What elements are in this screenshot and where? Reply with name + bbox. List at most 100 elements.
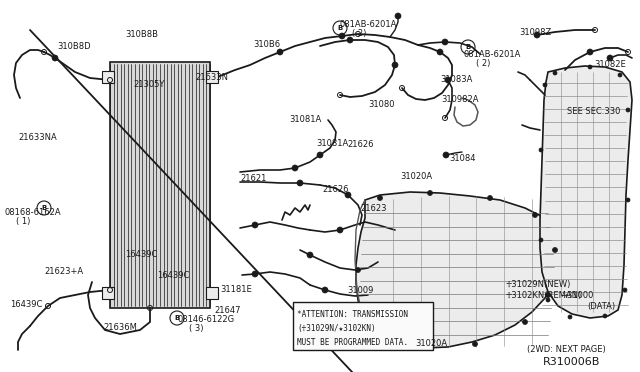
Circle shape: [607, 55, 613, 61]
Bar: [206, 287, 218, 299]
Circle shape: [395, 13, 401, 19]
Circle shape: [297, 180, 303, 186]
Text: 21623+A: 21623+A: [44, 267, 83, 276]
Text: B: B: [337, 25, 342, 31]
Text: ( 2): ( 2): [352, 29, 366, 38]
Text: 310B8D: 310B8D: [57, 42, 91, 51]
Bar: [293, 302, 433, 350]
Text: 310B8B: 310B8B: [125, 30, 158, 39]
Text: 31098Z: 31098Z: [519, 28, 551, 37]
Circle shape: [546, 298, 550, 302]
Text: 21636M: 21636M: [103, 323, 137, 332]
Circle shape: [488, 196, 493, 201]
Circle shape: [355, 267, 360, 273]
Circle shape: [618, 73, 622, 77]
Text: 310B6: 310B6: [253, 40, 280, 49]
Circle shape: [588, 65, 592, 69]
Circle shape: [374, 327, 378, 333]
Text: 31020A: 31020A: [400, 172, 432, 181]
Polygon shape: [356, 192, 562, 348]
Circle shape: [428, 190, 433, 196]
Circle shape: [317, 152, 323, 158]
Circle shape: [532, 212, 538, 218]
Circle shape: [552, 247, 557, 253]
Circle shape: [472, 341, 477, 346]
Text: R310006B: R310006B: [543, 357, 600, 367]
Text: MUST BE PROGRAMMED DATA.: MUST BE PROGRAMMED DATA.: [297, 338, 408, 347]
Text: ( 2): ( 2): [476, 59, 490, 68]
Text: ☥31029N(NEW): ☥31029N(NEW): [505, 280, 570, 289]
Circle shape: [322, 287, 328, 293]
Bar: [102, 71, 114, 83]
Text: 31084: 31084: [449, 154, 476, 163]
Text: 08146-6122G: 08146-6122G: [177, 315, 234, 324]
Circle shape: [392, 62, 398, 68]
Circle shape: [443, 152, 449, 158]
Text: →31000: →31000: [561, 291, 595, 300]
Text: 31009: 31009: [347, 286, 373, 295]
Text: 21626: 21626: [322, 185, 349, 194]
Circle shape: [623, 288, 627, 292]
Text: 21621: 21621: [240, 174, 266, 183]
Text: 08168-6162A: 08168-6162A: [4, 208, 61, 217]
Bar: [206, 71, 218, 83]
Circle shape: [587, 49, 593, 55]
Text: *ATTENTION: TRANSMISSION: *ATTENTION: TRANSMISSION: [297, 310, 408, 319]
Circle shape: [437, 49, 443, 55]
Text: 21633N: 21633N: [195, 73, 228, 82]
Text: 310982A: 310982A: [441, 95, 479, 104]
Circle shape: [52, 55, 58, 61]
Text: SEE SEC.330: SEE SEC.330: [567, 107, 620, 116]
Circle shape: [626, 198, 630, 202]
Circle shape: [337, 227, 343, 233]
Text: 21623: 21623: [360, 204, 387, 213]
Circle shape: [252, 271, 258, 277]
Circle shape: [292, 165, 298, 171]
Circle shape: [522, 320, 527, 324]
Text: B: B: [174, 315, 180, 321]
Text: 081AB-6201A: 081AB-6201A: [464, 50, 522, 59]
Text: 31020A: 31020A: [415, 339, 447, 348]
Text: B: B: [465, 44, 470, 50]
Text: B: B: [42, 205, 47, 211]
Circle shape: [543, 83, 547, 87]
Text: (2WD: NEXT PAGE): (2WD: NEXT PAGE): [527, 345, 605, 354]
Circle shape: [603, 314, 607, 318]
Circle shape: [339, 33, 345, 39]
Text: 21647: 21647: [214, 306, 241, 315]
Text: 31082E: 31082E: [594, 60, 626, 69]
Circle shape: [445, 77, 451, 83]
Circle shape: [307, 252, 313, 258]
Text: ( 1): ( 1): [16, 217, 30, 226]
Text: (DATA): (DATA): [587, 302, 615, 311]
Text: 31080: 31080: [368, 100, 394, 109]
Bar: [110, 62, 210, 308]
Text: 16439C: 16439C: [157, 271, 189, 280]
Circle shape: [568, 315, 572, 319]
Circle shape: [442, 39, 448, 45]
Bar: [102, 287, 114, 299]
Circle shape: [534, 32, 540, 38]
Circle shape: [553, 71, 557, 75]
Circle shape: [378, 196, 383, 201]
Circle shape: [417, 344, 422, 350]
Text: 31081A: 31081A: [316, 139, 348, 148]
Text: ☥3102KN(REMAN): ☥3102KN(REMAN): [505, 291, 581, 300]
Circle shape: [626, 108, 630, 112]
Circle shape: [345, 192, 351, 198]
Text: 081AB-6201A: 081AB-6201A: [340, 20, 397, 29]
Text: 21626: 21626: [347, 140, 374, 149]
Circle shape: [539, 238, 543, 242]
Text: 31083A: 31083A: [440, 75, 472, 84]
Text: ( 3): ( 3): [189, 324, 204, 333]
Circle shape: [252, 222, 258, 228]
Text: 31081A: 31081A: [289, 115, 321, 124]
Text: 21305Y: 21305Y: [133, 80, 164, 89]
Text: 21633NA: 21633NA: [18, 133, 57, 142]
Circle shape: [539, 148, 543, 152]
Circle shape: [277, 49, 283, 55]
Text: 16439C: 16439C: [125, 250, 157, 259]
Text: 31181E: 31181E: [220, 285, 252, 294]
Text: (☥31029N/★3102KN): (☥31029N/★3102KN): [297, 324, 376, 333]
Circle shape: [545, 292, 550, 298]
